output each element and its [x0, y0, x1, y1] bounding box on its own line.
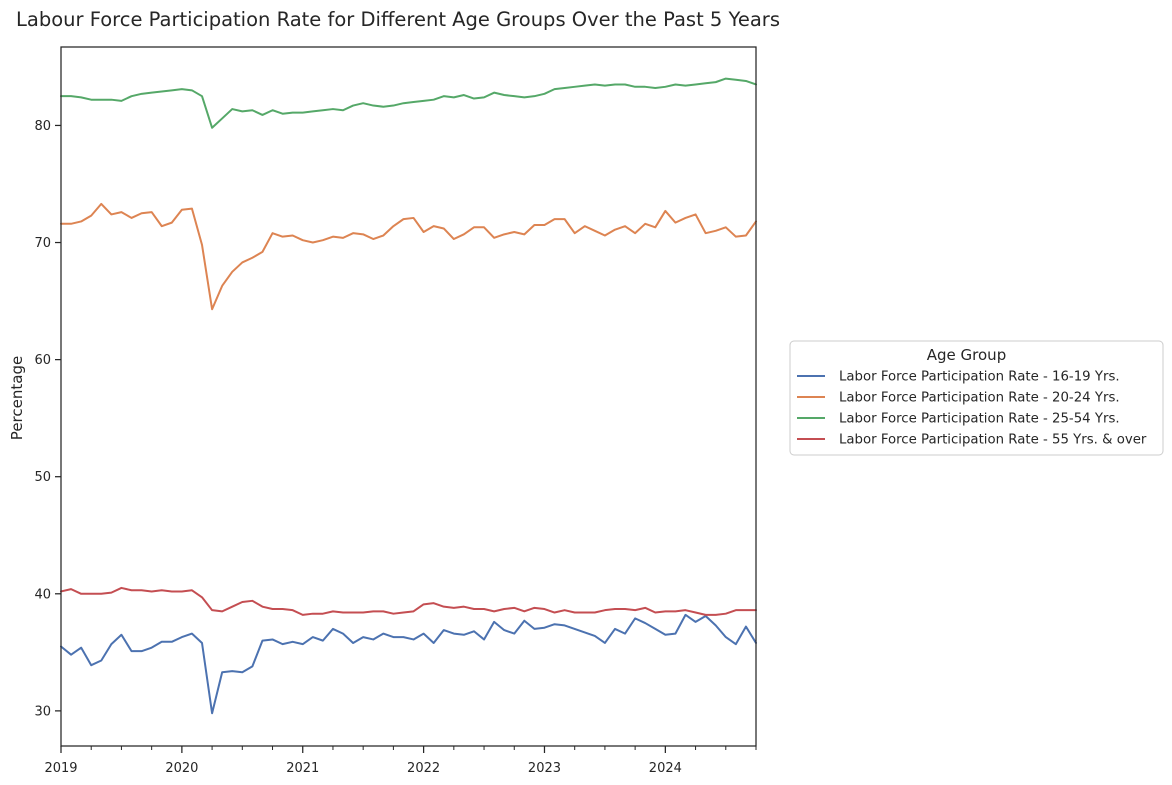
series-line-4: [60, 586, 757, 616]
legend-title: Age Group: [927, 346, 1006, 364]
y-tick-label: 50: [34, 470, 51, 485]
x-tick-label: 2023: [528, 761, 561, 776]
chart-title: Labour Force Participation Rate for Diff…: [16, 8, 780, 31]
y-tick-label: 70: [34, 236, 51, 251]
x-tick-label: 2020: [165, 761, 198, 776]
legend: Age Group Labor Force Participation Rate …: [789, 340, 1164, 456]
plot-area: 30 40 50 60 70 80 2019 2020 2021 2022 2023 2024: [34, 46, 757, 776]
legend-entry-4: Labor Force Participation Rate - 55 Yrs.…: [839, 433, 1147, 448]
legend-entry-1: Labor Force Participation Rate - 16-19 Y…: [839, 370, 1120, 385]
y-tick-label: 80: [34, 119, 51, 134]
series-line-2: [60, 202, 757, 311]
y-axis-label: Percentage: [8, 356, 26, 440]
series-line-3: [60, 77, 757, 129]
legend-entry-2: Labor Force Participation Rate - 20-24 Y…: [839, 391, 1120, 406]
y-tick-label: 60: [34, 353, 51, 368]
x-tick-label: 2021: [286, 761, 319, 776]
series-line-1: [60, 613, 757, 715]
legend-entry-3: Labor Force Participation Rate - 25-54 Y…: [839, 412, 1120, 427]
x-tick-label: 2024: [649, 761, 682, 776]
axes-frame: [60, 46, 757, 747]
x-tick-label: 2022: [407, 761, 440, 776]
x-tick-label: 2019: [44, 761, 77, 776]
y-tick-label: 40: [34, 587, 51, 602]
legend-box: [789, 340, 1164, 456]
y-tick-label: 30: [34, 704, 51, 719]
